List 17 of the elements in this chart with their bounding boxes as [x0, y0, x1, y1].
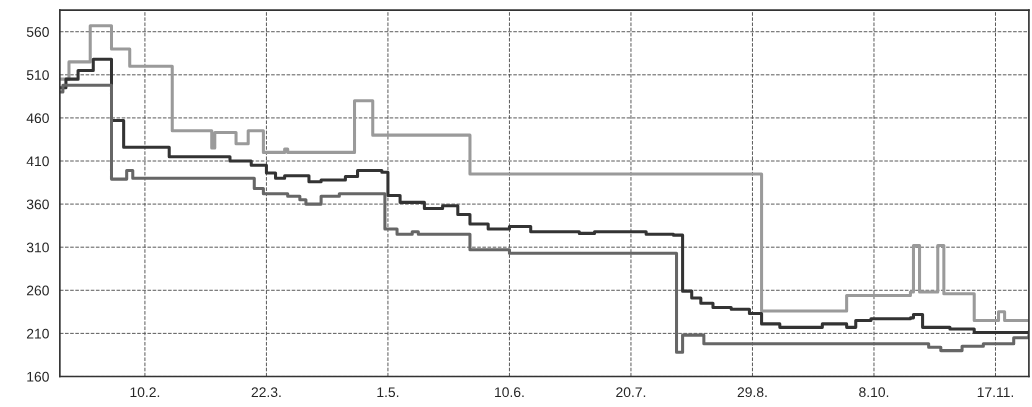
- y-tick-label: 310: [26, 242, 49, 253]
- y-tick-label: 160: [27, 371, 49, 382]
- x-tick-label: 10.2.: [130, 387, 160, 398]
- x-tick-label: 17.11.: [977, 387, 1014, 397]
- x-tick-label: 10.6.: [495, 387, 524, 398]
- y-tick-label: 510: [26, 70, 49, 80]
- x-tick-label: 22.3.: [251, 387, 281, 398]
- x-tick-label: 29.8.: [737, 387, 767, 398]
- y-tick-label: 560: [26, 27, 49, 37]
- x-tick-label: 20.7.: [616, 387, 646, 398]
- y-tick-label: 460: [26, 113, 49, 124]
- x-tick-label: 1.5.: [377, 387, 399, 398]
- y-tick-label: 260: [26, 285, 49, 296]
- y-tick-label: 360: [26, 199, 49, 210]
- y-tick-label: 410: [26, 156, 49, 167]
- x-tick-label: 8.10.: [859, 387, 889, 398]
- y-tick-label: 210: [26, 328, 49, 339]
